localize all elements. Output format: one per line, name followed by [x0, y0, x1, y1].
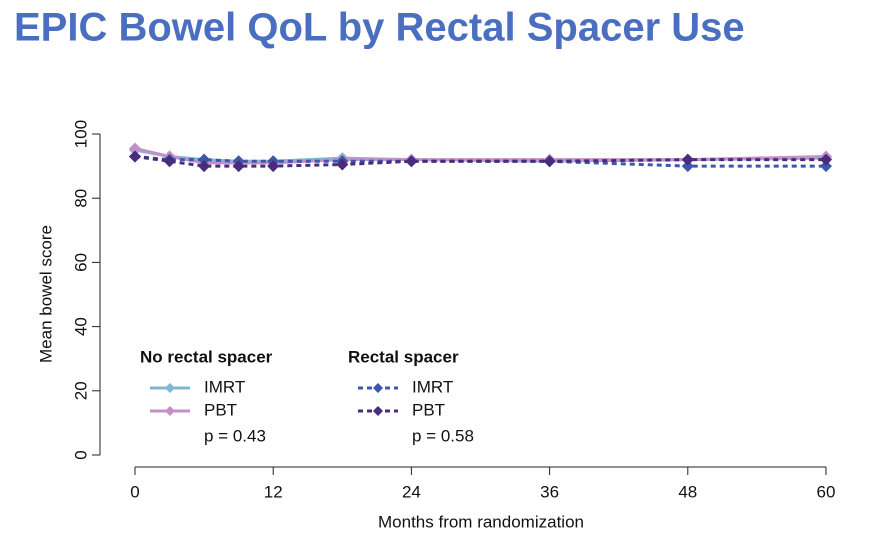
series-line [134, 154, 826, 168]
series-marker [163, 155, 176, 168]
legend-marker [165, 406, 175, 416]
series-marker [198, 160, 211, 173]
legend-label: IMRT [412, 377, 453, 396]
y-tick-label: 20 [71, 381, 90, 400]
legend-marker [373, 383, 383, 393]
x-tick-label: 24 [402, 482, 421, 501]
legend-marker [373, 406, 383, 416]
legend-marker [165, 383, 175, 393]
series-marker [405, 155, 418, 168]
series-marker [129, 150, 141, 163]
series-marker [543, 155, 556, 168]
x-tick-label: 36 [540, 482, 559, 501]
series-marker [267, 160, 280, 173]
legend-label: IMRT [204, 377, 245, 396]
legend-group-title: Rectal spacer [348, 347, 459, 366]
series-marker [681, 153, 694, 166]
legend-note: p = 0.58 [412, 426, 474, 445]
series-marker [681, 160, 694, 173]
series-marker [820, 160, 832, 173]
y-tick-label: 40 [71, 317, 90, 336]
y-tick-label: 80 [71, 189, 90, 208]
chart-title: EPIC Bowel QoL by Rectal Spacer Use [14, 6, 745, 50]
series-line [134, 154, 826, 168]
x-tick-label: 60 [817, 482, 836, 501]
y-tick-label: 0 [71, 450, 90, 459]
series-marker [129, 142, 141, 155]
x-axis-label: Months from randomization [378, 512, 584, 531]
series-marker [232, 160, 245, 173]
series-marker [820, 153, 832, 166]
legend-label: PBT [412, 400, 445, 419]
x-tick-label: 0 [130, 482, 139, 501]
x-tick-label: 48 [678, 482, 697, 501]
legend-label: PBT [204, 400, 237, 419]
legend-note: p = 0.43 [204, 426, 266, 445]
y-tick-label: 100 [71, 120, 90, 148]
series-marker [198, 153, 211, 166]
y-axis-label: Mean bowel score [36, 225, 55, 363]
legend-group-title: No rectal spacer [140, 347, 273, 366]
y-tick-label: 60 [71, 253, 90, 272]
series-marker [336, 158, 349, 171]
x-tick-label: 12 [264, 482, 283, 501]
